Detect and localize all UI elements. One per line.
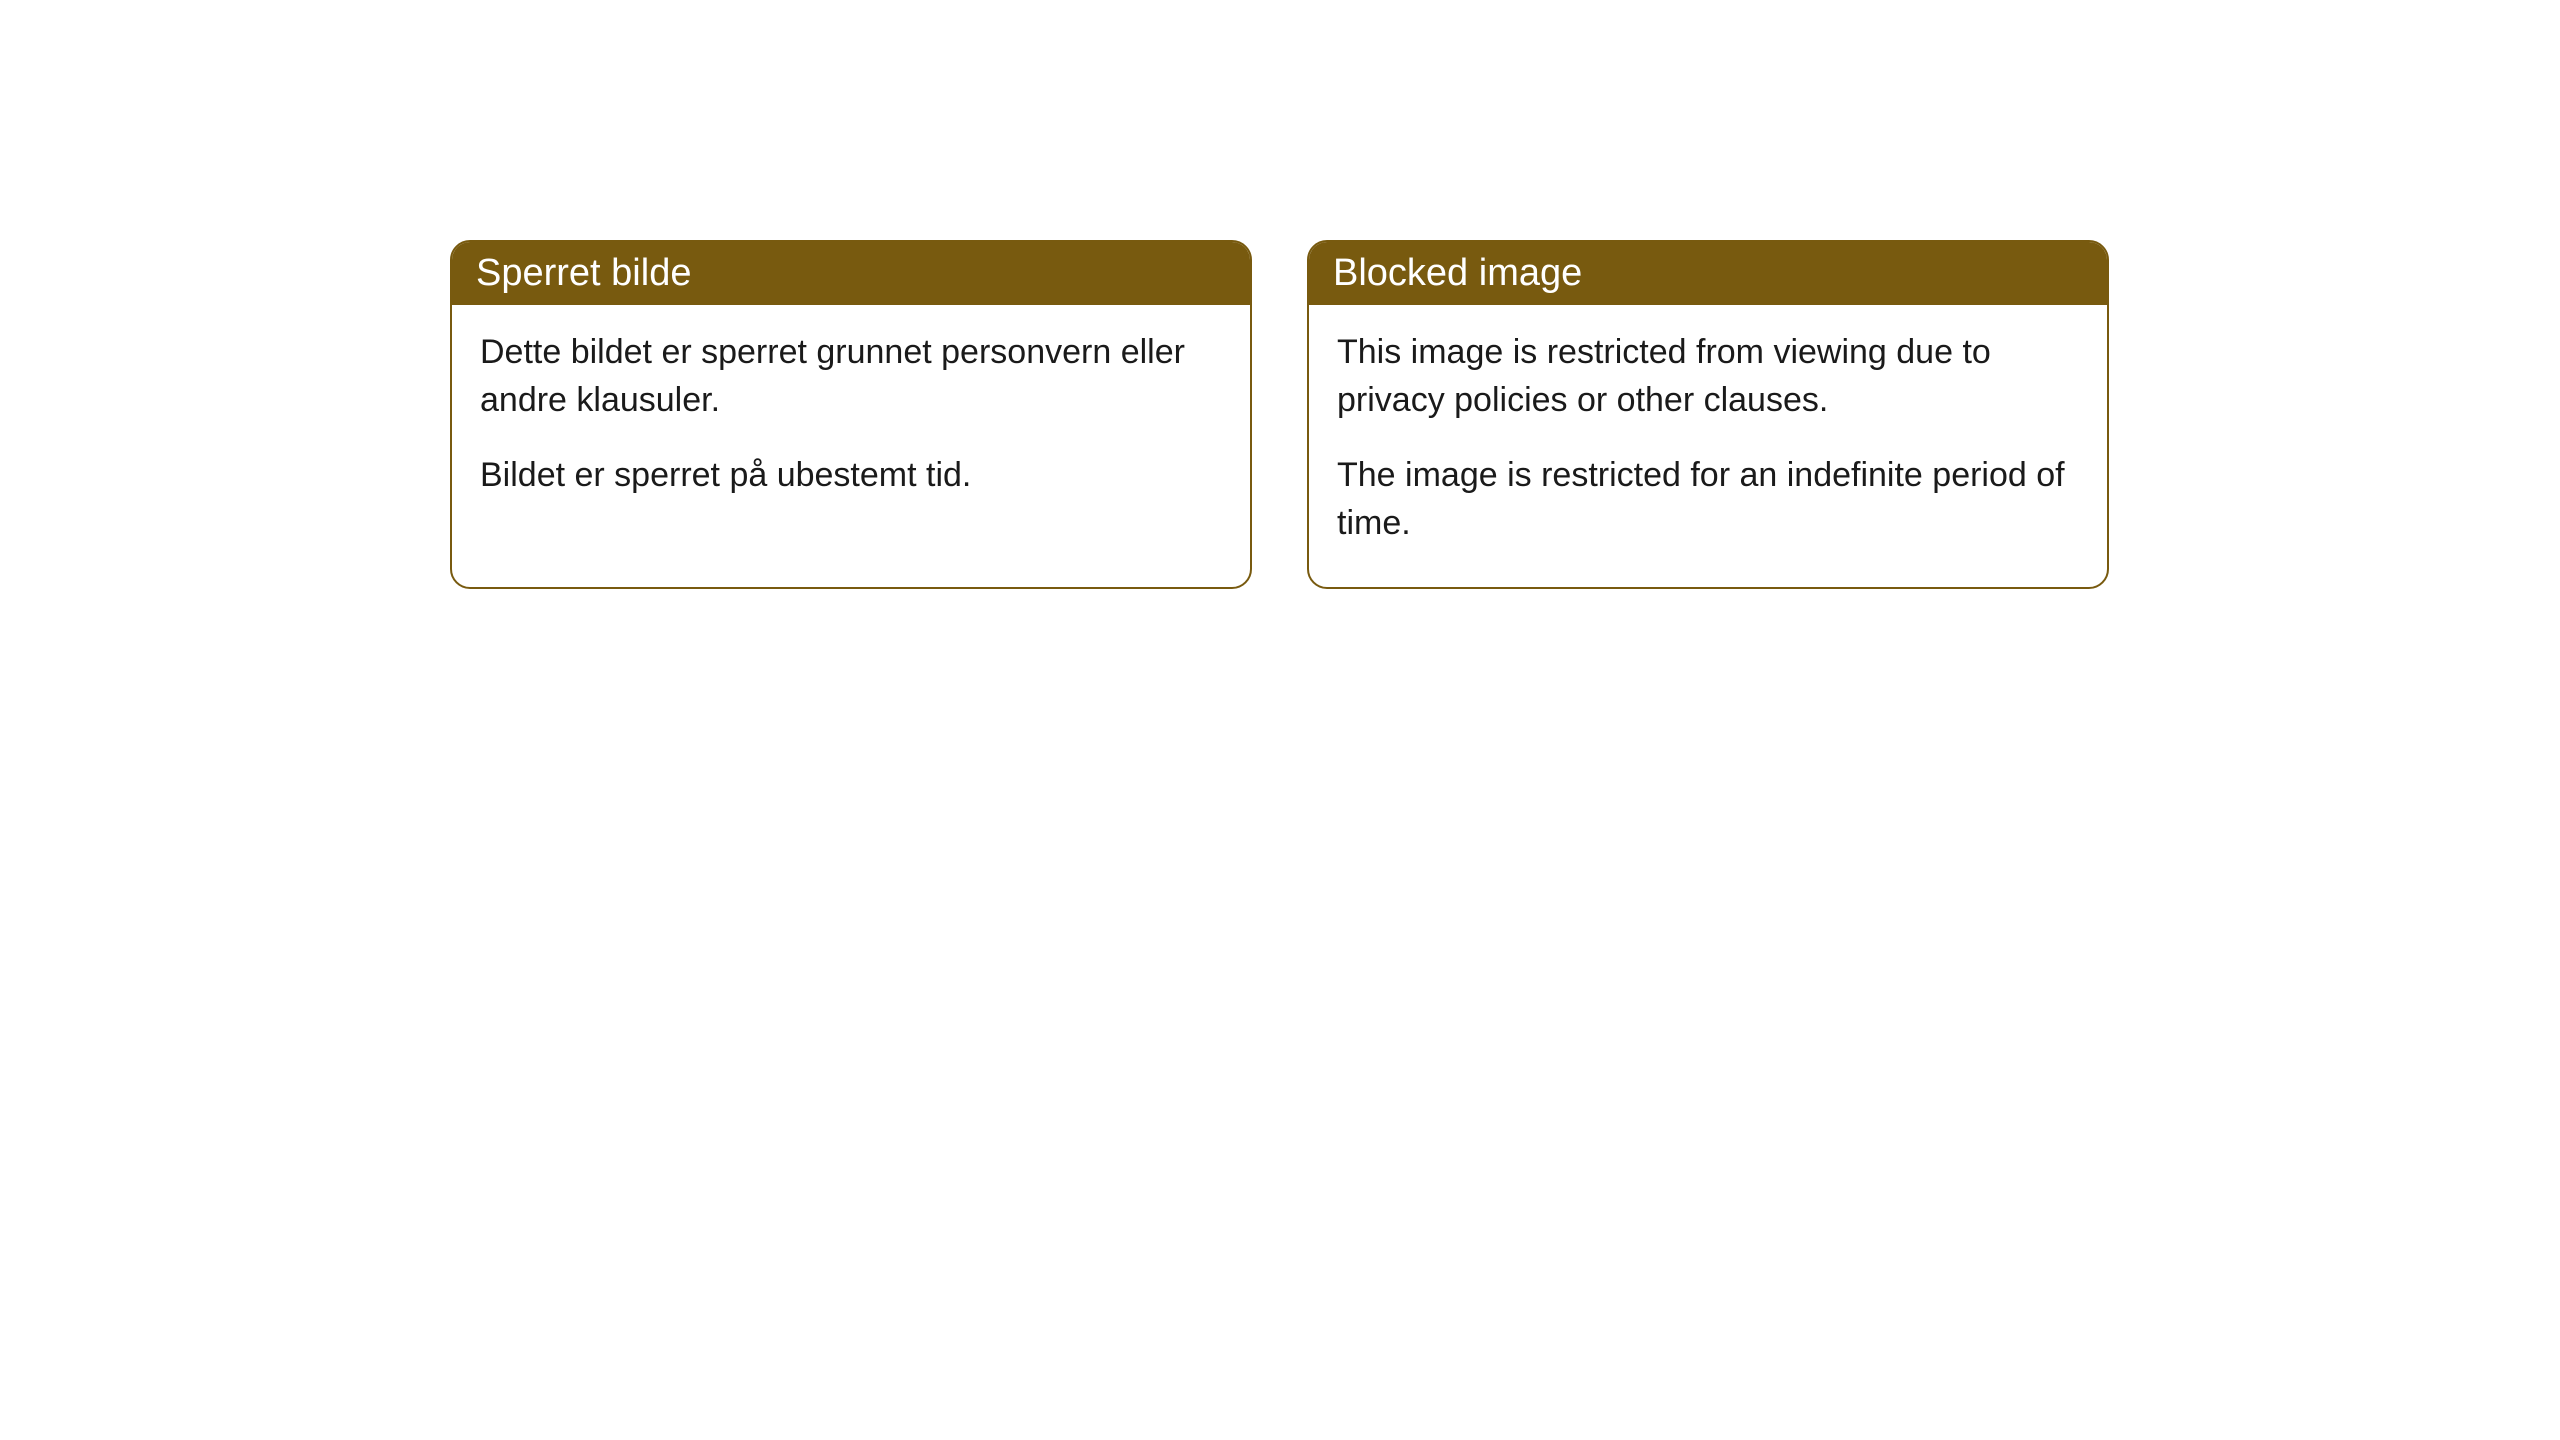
card-text-2-english: The image is restricted for an indefinit… bbox=[1337, 452, 2079, 547]
card-norwegian: Sperret bilde Dette bildet er sperret gr… bbox=[450, 240, 1252, 589]
card-text-1-norwegian: Dette bildet er sperret grunnet personve… bbox=[480, 329, 1222, 424]
card-body-english: This image is restricted from viewing du… bbox=[1309, 305, 2107, 587]
card-header-english: Blocked image bbox=[1309, 242, 2107, 305]
card-body-norwegian: Dette bildet er sperret grunnet personve… bbox=[452, 305, 1250, 540]
cards-container: Sperret bilde Dette bildet er sperret gr… bbox=[450, 240, 2109, 589]
card-header-norwegian: Sperret bilde bbox=[452, 242, 1250, 305]
card-english: Blocked image This image is restricted f… bbox=[1307, 240, 2109, 589]
card-text-2-norwegian: Bildet er sperret på ubestemt tid. bbox=[480, 452, 1222, 500]
card-text-1-english: This image is restricted from viewing du… bbox=[1337, 329, 2079, 424]
